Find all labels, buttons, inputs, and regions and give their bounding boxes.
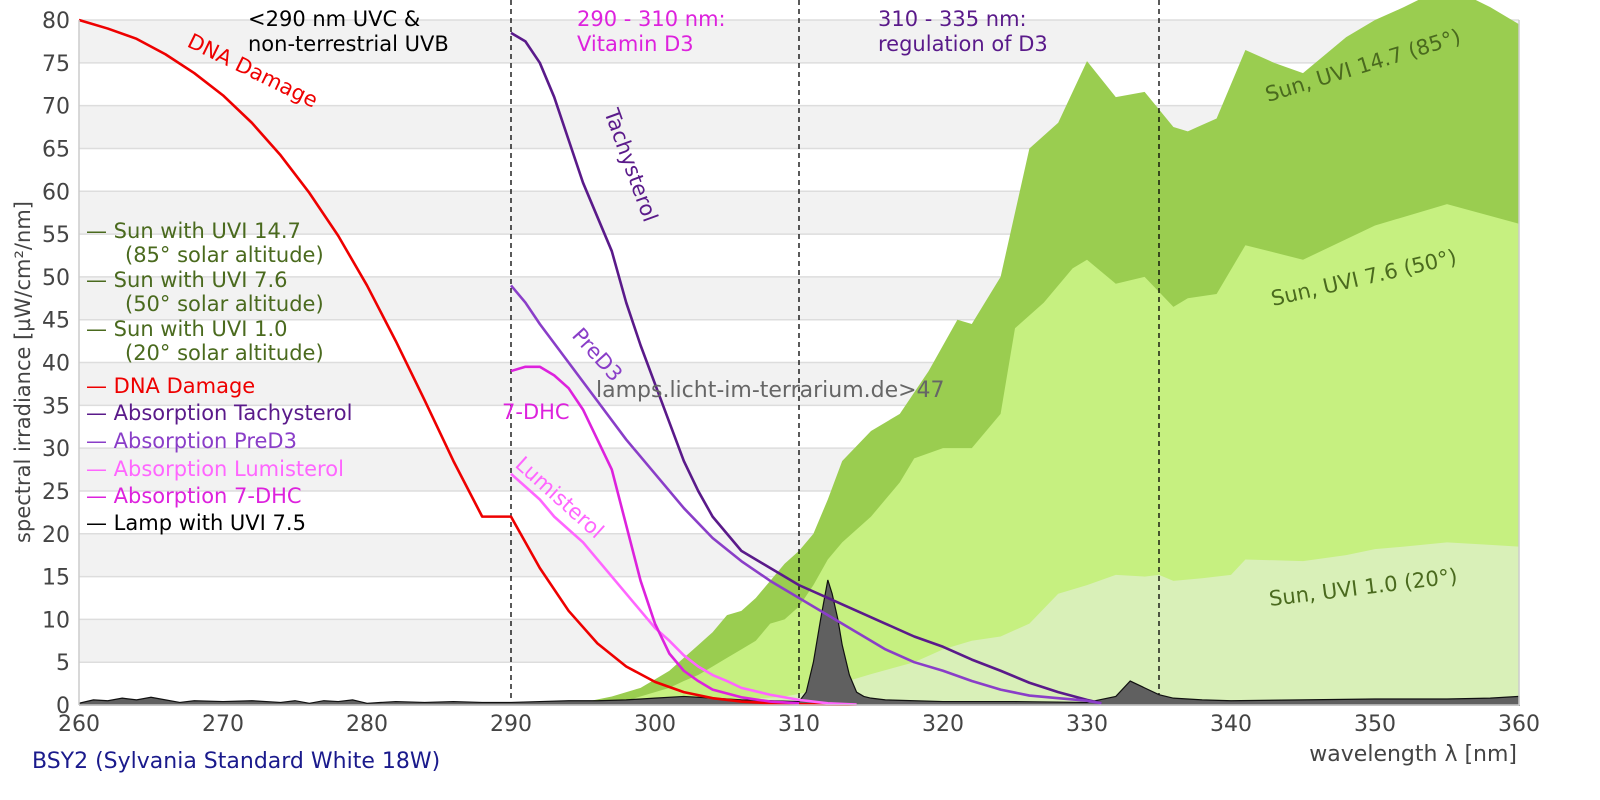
y-tick-label: 25 [42,480,70,505]
y-tick-label: 40 [42,352,70,377]
region-label-vitamin-d3: 290 - 310 nm: Vitamin D3 [577,7,732,56]
region-label-regulation-line1: 310 - 335 nm: [878,7,1027,31]
line-absorption-7-dhc [510,365,800,705]
y-tick-label: 80 [42,9,70,34]
y-tick-label: 30 [42,437,70,462]
legend-sun-14-7-sub: (85° solar altitude) [125,243,324,267]
region-label-regulation: 310 - 335 nm: regulation of D3 [878,7,1048,56]
region-label-uvc: <290 nm UVC & non-terrestrial UVB [248,7,449,56]
legend-sun-7-6: — Sun with UVI 7.6 (50° solar altitude) [86,268,324,316]
y-tick-label: 35 [42,394,70,419]
y-tick-label: 70 [42,95,70,120]
x-tick-label: 280 [346,712,388,737]
x-tick-label: 270 [202,712,244,737]
legend-pred3: — Absorption PreD3 [86,429,297,453]
line-absorption-lumisterol [510,472,857,706]
y-tick-labels: 0 5 10 15 20 25 30 35 40 45 50 55 60 65 70 75 80 [42,9,70,719]
legend-dna-damage: — DNA Damage [86,374,255,398]
x-tick-label: 330 [1066,712,1108,737]
region-label-uvc-line2: non-terrestrial UVB [248,32,449,56]
legend-sun-1-0-sub: (20° solar altitude) [125,341,324,365]
y-tick-label: 0 [56,694,70,719]
axes [78,20,1520,706]
x-tick-labels: 260 270 280 290 300 310 320 330 340 350 360 [58,712,1540,737]
y-tick-label: 20 [42,523,70,548]
y-axis-label: spectral irradiance [µW/cm²/nm] [11,201,35,543]
y-tick-label: 75 [42,52,70,77]
y-tick-label: 65 [42,137,70,162]
region-label-vitamin-d3-line2: Vitamin D3 [577,32,694,56]
legend-sun-7-6-label: — Sun with UVI 7.6 [86,268,288,292]
region-label-uvc-line1: <290 nm UVC & [248,7,420,31]
legend-7dhc: — Absorption 7-DHC [86,484,302,508]
x-axis-label: wavelength λ [nm] [1309,742,1517,767]
y-tick-label: 45 [42,309,70,334]
absorption-lines [79,18,1102,706]
line-absorption-pred3 [510,284,1102,705]
x-tick-label: 340 [1210,712,1252,737]
y-tick-label: 10 [42,608,70,633]
y-tick-label: 50 [42,266,70,291]
legend-sun-14-7-label: — Sun with UVI 14.7 [86,219,301,243]
sun-areas [554,0,1519,705]
y-tick-label: 55 [42,223,70,248]
x-tick-label: 350 [1354,712,1396,737]
y-tick-label: 15 [42,566,70,591]
lamp-caption: BSY2 (Sylvania Standard White 18W) [32,749,440,774]
legend-sun-7-6-sub: (50° solar altitude) [125,292,324,316]
legend-sun-14-7: — Sun with UVI 14.7 (85° solar altitude) [86,219,324,267]
watermark: lamps.licht-im-terrarium.de>47 [596,378,945,403]
legend-sun-1-0: — Sun with UVI 1.0 (20° solar altitude) [86,317,324,365]
y-tick-label: 5 [56,651,70,676]
line-absorption-tachysterol [510,31,1102,705]
legend-lamp: — Lamp with UVI 7.5 [86,511,306,535]
legend-tachysterol: — Absorption Tachysterol [86,401,352,425]
sun-area-2 [655,542,1519,705]
x-tick-label: 360 [1498,712,1540,737]
x-tick-label: 310 [778,712,820,737]
legend-sun-1-0-label: — Sun with UVI 1.0 [86,317,288,341]
x-tick-label: 300 [634,712,676,737]
legend: — Sun with UVI 14.7 (85° solar altitude)… [86,219,352,535]
x-tick-label: 290 [490,712,532,737]
y-tick-label: 60 [42,180,70,205]
region-label-regulation-line2: regulation of D3 [878,32,1048,56]
x-tick-label: 260 [58,712,100,737]
region-label-vitamin-d3-line1: 290 - 310 nm: [577,7,726,31]
legend-lumisterol: — Absorption Lumisterol [86,457,344,481]
wavelength-markers [510,0,1160,705]
annotation-7dhc: 7-DHC [502,400,570,424]
line-dna-damage [79,18,857,706]
x-tick-label: 320 [922,712,964,737]
